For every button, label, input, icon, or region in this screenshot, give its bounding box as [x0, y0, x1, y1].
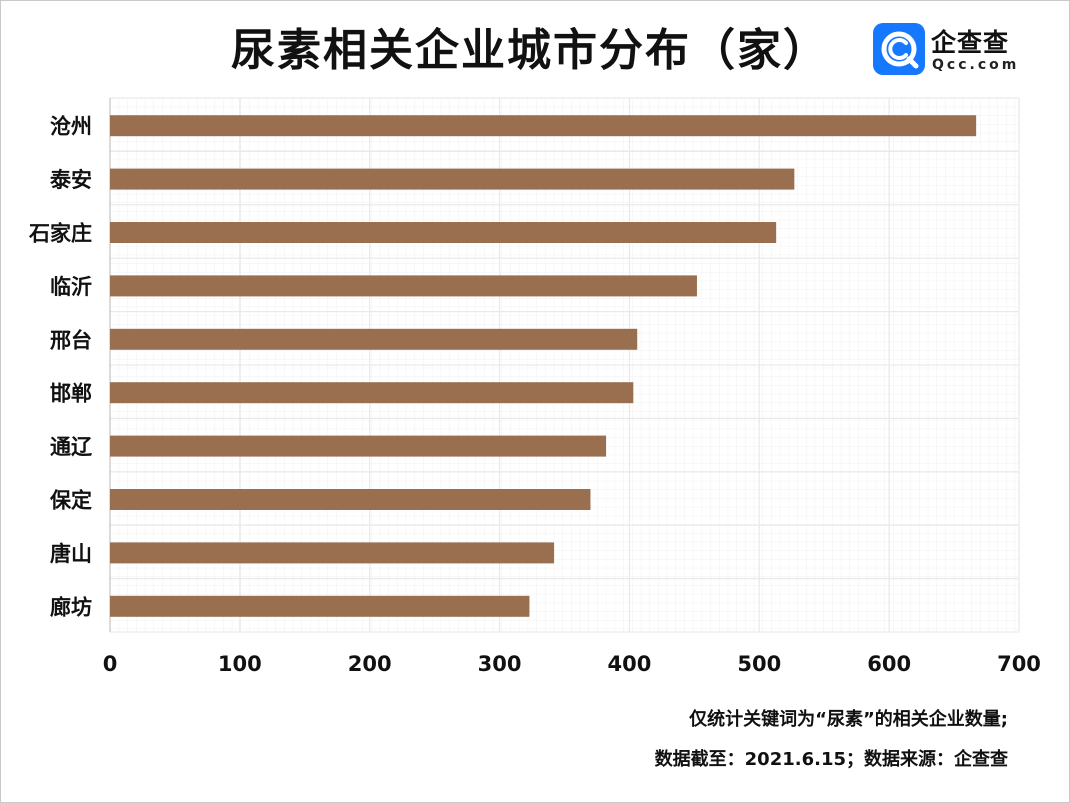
chart-title: 尿素相关企业城市分布（家）	[231, 25, 829, 76]
category-label: 临沂	[50, 275, 92, 299]
bar-6	[110, 382, 634, 404]
category-label: 唐山	[50, 542, 92, 566]
category-label: 沧州	[50, 115, 92, 139]
bar-2	[110, 168, 795, 190]
category-label: 泰安	[49, 168, 92, 192]
bar-5	[110, 328, 638, 350]
bar-1	[110, 115, 977, 137]
qcc-logo: 企查查 Qcc.com	[873, 23, 1033, 77]
x-tick-label: 300	[478, 652, 522, 676]
x-tick-label: 600	[867, 652, 911, 676]
logo-domain: Qcc.com	[932, 57, 1020, 73]
bar-8	[110, 489, 591, 510]
x-tick-label: 500	[737, 652, 781, 676]
x-tick-label: 700	[997, 652, 1041, 676]
logo-brand-name: 企查查	[931, 28, 1010, 57]
x-tick-label: 200	[348, 652, 392, 676]
x-axis-ticks: 0 100 200 300 400 500 600 700	[103, 652, 1041, 676]
bar-10	[110, 595, 530, 617]
bar-series	[110, 115, 977, 617]
category-label: 保定	[49, 489, 92, 513]
x-tick-label: 100	[218, 652, 262, 676]
category-label: 石家庄	[28, 222, 92, 246]
bar-4	[110, 275, 697, 297]
bar-3	[110, 222, 777, 243]
footnote-source: 数据截至：2021.6.15；数据来源：企查查	[654, 749, 1008, 770]
category-label: 邯郸	[50, 382, 92, 406]
x-tick-label: 0	[103, 652, 118, 676]
bar-7	[110, 435, 607, 457]
x-tick-label: 400	[608, 652, 652, 676]
bar-9	[110, 542, 555, 564]
qcc-logo-icon	[873, 23, 925, 75]
category-label: 廊坊	[50, 595, 92, 619]
category-label: 通辽	[50, 435, 93, 459]
footnote-scope: 仅统计关键词为“尿素”的相关企业数量;	[689, 709, 1008, 730]
category-label: 邢台	[50, 328, 92, 352]
